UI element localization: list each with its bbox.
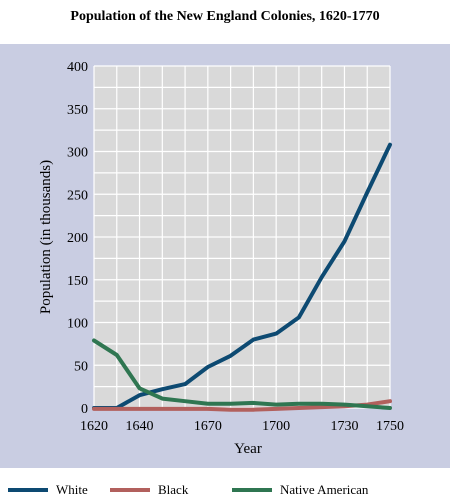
x-axis-label: Year (234, 441, 262, 457)
chart-panel: 0 50 100 150 200 250 300 350 400 1620 1640 1670 1700… (0, 44, 450, 468)
x-tick-label: 1670 (194, 419, 222, 434)
legend: White Black Native American (0, 478, 450, 500)
y-tick-label: 250 (67, 188, 88, 203)
y-axis-label: Population (in thousands) (38, 160, 54, 314)
legend-label: Native American (280, 482, 369, 497)
legend-item-native-american: Native American (232, 482, 368, 498)
y-tick-label: 0 (81, 402, 88, 417)
y-tick-label: 150 (67, 274, 88, 289)
x-tick-label: 1730 (330, 419, 358, 434)
legend-swatch (110, 488, 150, 492)
x-tick-label: 1620 (80, 419, 108, 434)
y-tick-label: 400 (67, 60, 88, 75)
legend-label: Black (158, 482, 189, 497)
y-tick-label: 100 (67, 317, 88, 332)
series-line-native-american (92, 338, 392, 410)
y-tick-label: 50 (74, 359, 88, 374)
x-tick-label: 1700 (262, 419, 290, 434)
y-tick-label: 350 (67, 103, 88, 118)
series-line-white (92, 142, 392, 410)
legend-item-white: White (8, 482, 88, 498)
x-tick-label: 1640 (126, 419, 154, 434)
y-tick-label: 300 (67, 146, 88, 161)
legend-label: White (56, 482, 88, 497)
legend-item-black: Black (110, 482, 188, 498)
y-tick-label: 200 (67, 231, 88, 246)
legend-swatch (8, 488, 48, 492)
x-tick-label: 1750 (376, 419, 404, 434)
legend-swatch (232, 488, 272, 492)
chart-title: Population of the New England Colonies, … (0, 0, 450, 44)
line-chart: 0 50 100 150 200 250 300 350 400 1620 1640 1670 1700… (38, 60, 404, 457)
